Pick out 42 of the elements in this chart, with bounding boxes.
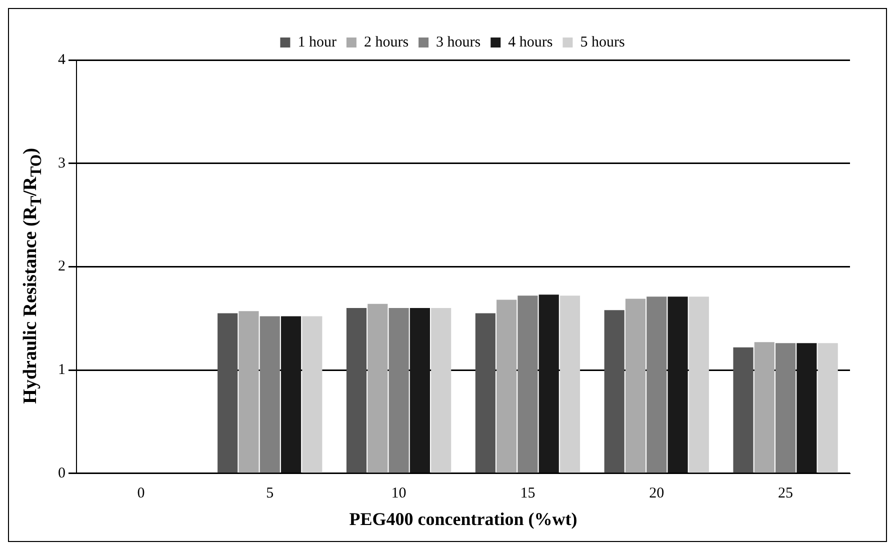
x-tick-label: 10 [391, 485, 406, 502]
x-tick-label: 5 [266, 485, 274, 502]
bar [496, 300, 517, 473]
y-tick-label: 3 [58, 155, 66, 172]
legend-label: 1 hour [298, 34, 336, 50]
y-tick-label: 2 [58, 258, 66, 275]
bar [776, 343, 796, 473]
bar [518, 296, 538, 473]
bar [754, 342, 774, 473]
bar [733, 347, 754, 473]
bar [260, 316, 280, 473]
x-tick-label: 20 [649, 485, 664, 502]
bar [302, 316, 322, 473]
bar [796, 343, 817, 473]
bar [388, 308, 409, 473]
bar [604, 310, 624, 473]
bar [280, 316, 302, 473]
bar [538, 294, 559, 473]
bar [818, 343, 838, 473]
bar [218, 313, 238, 473]
x-tick-label: 25 [778, 485, 794, 502]
legend-label: 2 hours [364, 34, 409, 50]
bar [668, 296, 688, 473]
bar [560, 296, 580, 473]
bar [346, 308, 367, 473]
bar [646, 296, 667, 473]
bar [475, 313, 496, 473]
bar [431, 308, 452, 473]
legend-label: 5 hours [580, 34, 625, 50]
y-tick-label: 0 [58, 465, 66, 482]
x-tick-label: 15 [520, 485, 536, 502]
bar [688, 296, 709, 473]
bar [625, 298, 646, 473]
legend-label: 4 hours [508, 34, 553, 50]
y-tick-label: 1 [58, 362, 66, 378]
bar [238, 311, 259, 473]
x-axis-title: PEG400 concentration (%wt) [349, 508, 578, 529]
x-tick-label: 0 [137, 485, 145, 502]
legend-label: 3 hours [436, 34, 481, 50]
y-tick-label: 4 [58, 52, 66, 68]
bar [410, 308, 430, 473]
bar [368, 304, 388, 473]
